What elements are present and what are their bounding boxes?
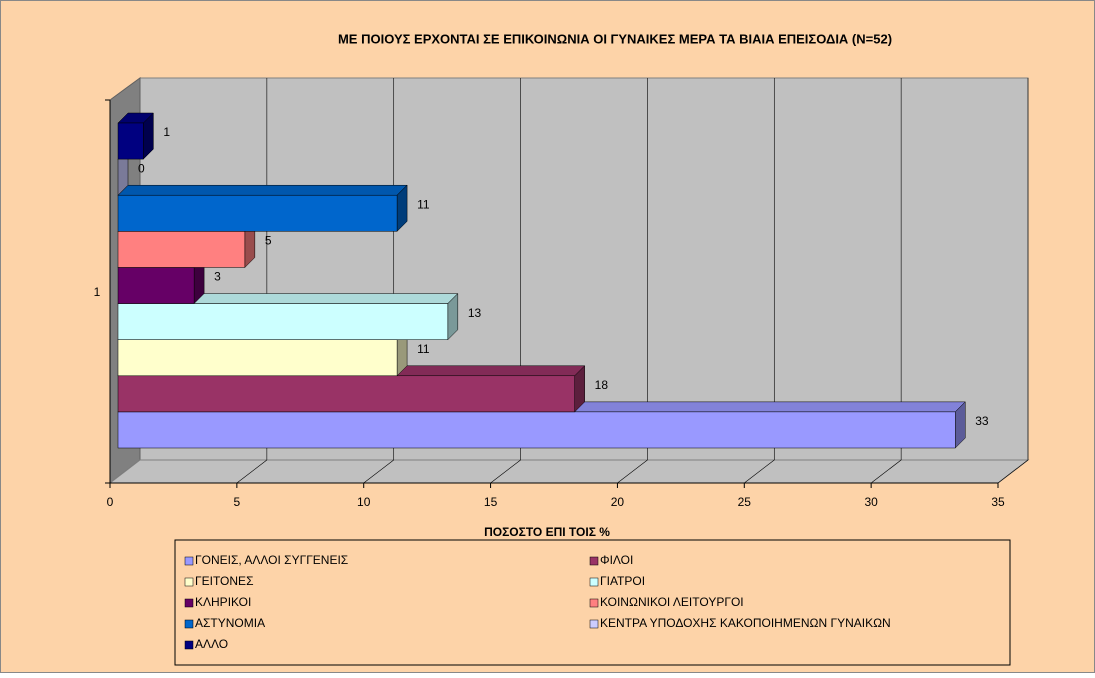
data-label: 3 — [214, 270, 221, 284]
x-axis-title: ΠΟΣΟΣΤΟ ΕΠΙ ΤΟΙΣ % — [484, 525, 610, 539]
legend-label: ΚΛΗΡΙΚΟΙ — [195, 595, 251, 609]
legend-swatch — [184, 619, 194, 629]
x-tick-label: 0 — [107, 495, 114, 509]
x-tick-label: 15 — [484, 495, 498, 509]
legend-swatch — [589, 556, 599, 566]
bar-front — [117, 267, 195, 304]
x-tick-label: 10 — [357, 495, 371, 509]
legend-swatch — [184, 556, 194, 566]
legend-label: ΓΟΝΕΙΣ, ΑΛΛΟΙ ΣΥΓΓΕΝΕΙΣ — [195, 553, 348, 567]
floor — [108, 459, 1030, 484]
floor-grid-line — [870, 459, 902, 484]
data-label: 0 — [138, 161, 145, 175]
bar-front — [117, 339, 398, 377]
bar — [117, 365, 586, 413]
bar-front — [117, 411, 956, 449]
x-tick-label: 5 — [234, 495, 241, 509]
floor-grid-line — [363, 459, 394, 484]
x-tick-label: 25 — [738, 495, 752, 509]
bar-top — [117, 184, 408, 196]
data-label: 11 — [417, 197, 430, 211]
x-tick-label: 35 — [991, 495, 1005, 509]
x-tick-label: 20 — [611, 495, 625, 509]
legend-label: ΑΛΛΟ — [195, 637, 228, 651]
floor-grid-line — [744, 459, 775, 484]
legend-label: ΚΕΝΤΡΑ ΥΠΟΔΟΧΗΣ ΚΑΚΟΠΟΙΗΜΕΝΩΝ ΓΥΝΑΙΚΩΝ — [600, 616, 891, 630]
data-label: 33 — [975, 414, 989, 428]
legend-label: ΓΙΑΤΡΟΙ — [600, 574, 645, 588]
data-label: 11 — [417, 342, 430, 356]
legend-swatch — [184, 598, 194, 608]
bar-front — [117, 194, 398, 232]
data-label: 5 — [265, 234, 272, 248]
bar — [117, 112, 154, 160]
legend-swatch — [589, 577, 599, 587]
legend-label: ΓΕΙΤΟΝΕΣ — [195, 574, 253, 588]
legend-swatch — [184, 577, 194, 587]
floor-grid-line — [617, 459, 648, 484]
legend-label: ΦΙΛΟΙ — [600, 553, 633, 567]
bar-front — [117, 303, 449, 340]
bar — [117, 184, 408, 232]
data-label: 1 — [163, 125, 170, 139]
data-label: 13 — [468, 306, 482, 320]
floor-grid-line — [997, 459, 1029, 484]
bar-front — [117, 122, 144, 160]
legend-swatch — [589, 598, 599, 608]
legend-swatch — [184, 640, 194, 650]
data-label: 18 — [595, 378, 609, 392]
legend-label: ΑΣΤΥΝΟΜΙΑ — [195, 616, 265, 630]
bar-front — [117, 375, 575, 413]
legend-swatch — [589, 619, 599, 629]
bar-front — [117, 231, 246, 268]
x-tick-label: 30 — [864, 495, 878, 509]
chart-title: ΜΕ ΠΟΙΟΥΣ ΕΡΧΟΝΤΑΙ ΣΕ ΕΠΙΚΟΙΝΩΝΙΑ ΟΙ ΓΥΝ… — [338, 31, 892, 46]
floor-grid-line — [490, 459, 521, 484]
bar — [117, 292, 459, 341]
floor-grid-line — [236, 459, 268, 484]
y-tick-label: 1 — [94, 285, 101, 299]
legend-label: ΚΟΙΝΩΝΙΚΟΙ ΛΕΙΤΟΥΡΓΟΙ — [600, 595, 744, 609]
